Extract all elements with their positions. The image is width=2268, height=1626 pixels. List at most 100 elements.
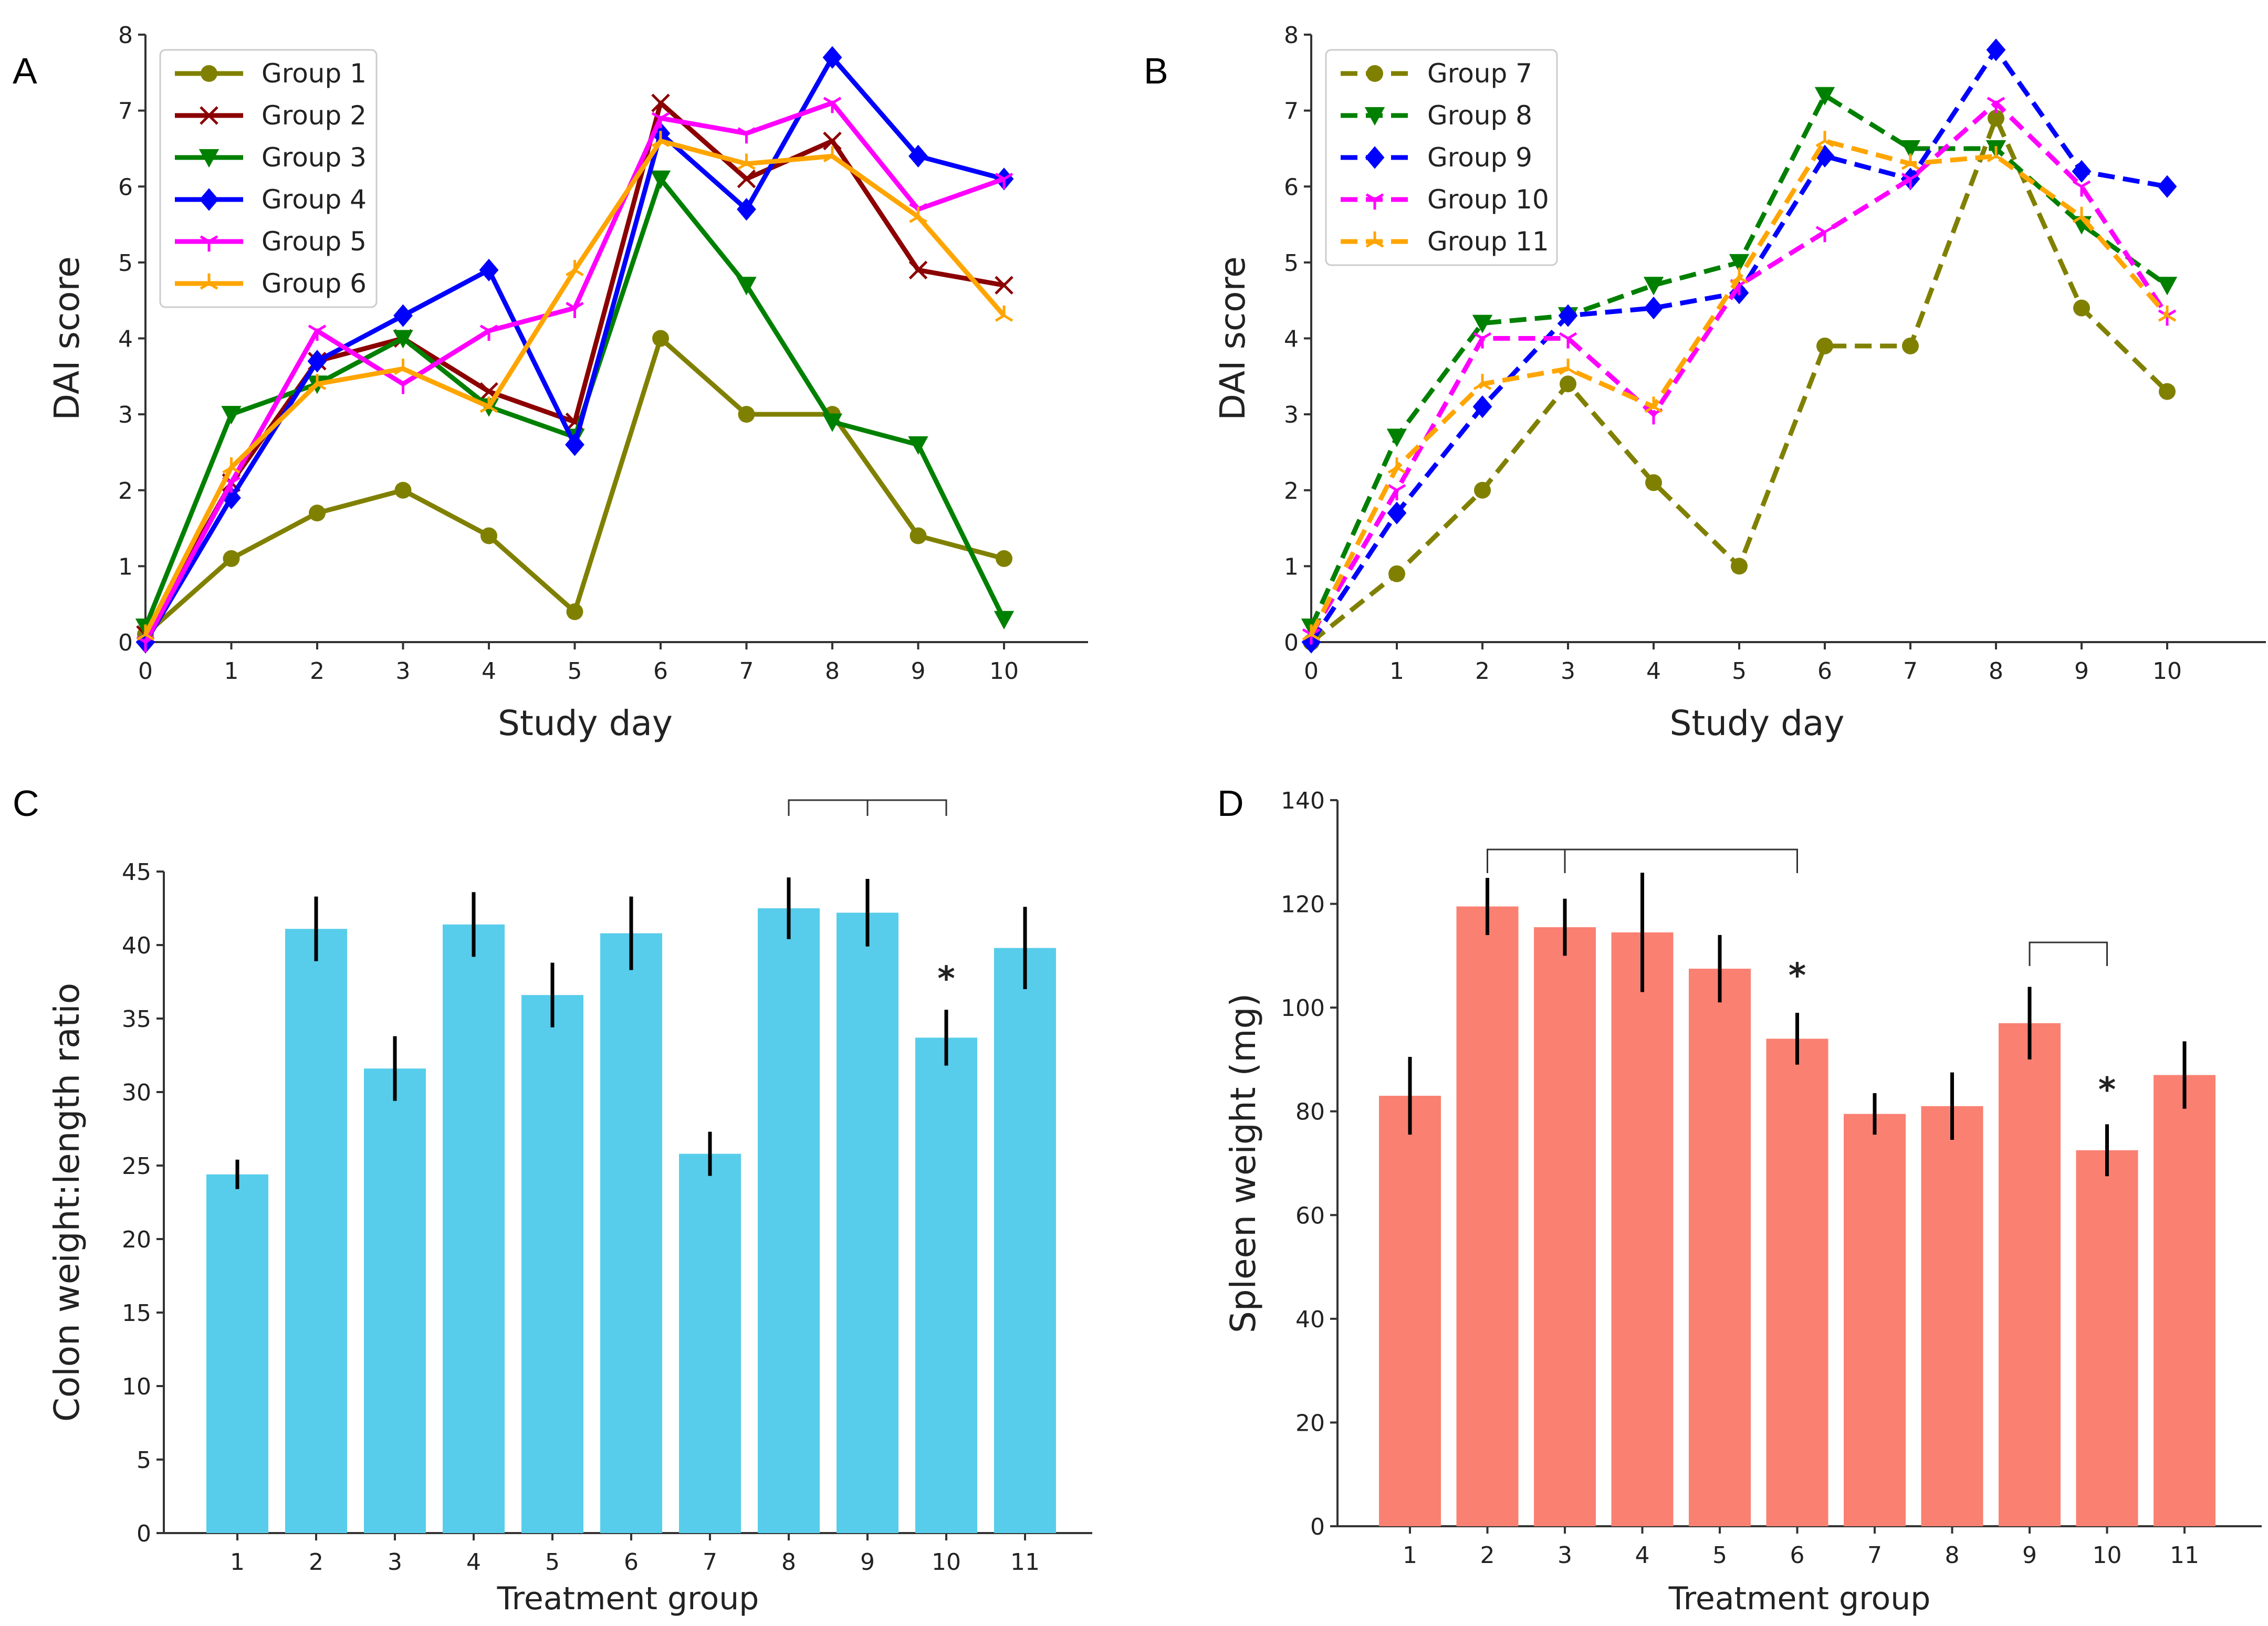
- x-tick-label: 8: [1945, 1542, 1960, 1569]
- x-tick-label: 10: [2152, 658, 2182, 685]
- panel-a-line-chart: 0 1 2 3 4 5 6 7 8 0 1 2 3 4 5 6 7 8 9 10 Study day DAI score G…: [47, 22, 1088, 743]
- y-tick-label: 3: [1284, 402, 1299, 428]
- x-tick-label: 5: [568, 658, 582, 685]
- y-tick-label: 6: [118, 174, 133, 201]
- marker-diamond: [1986, 38, 2006, 61]
- panel-b-line-chart: 0 1 2 3 4 5 6 7 8 0 1 2 3 4 5 6 7 8 9 10 Study day DAI score G…: [1213, 22, 2266, 743]
- marker-circle: [1902, 337, 1919, 354]
- x-tick-label: 10: [932, 1549, 961, 1576]
- marker-tri-up: [136, 624, 155, 641]
- significance-bracket: [2029, 941, 2108, 966]
- x-tick-label: 8: [781, 1549, 796, 1576]
- x-tick-label: 10: [2093, 1542, 2122, 1569]
- marker-circle: [2073, 299, 2090, 317]
- marker-tri-down: [200, 235, 218, 252]
- marker-triangle-down: [1472, 314, 1493, 333]
- y-tick-label: 20: [1295, 1410, 1325, 1436]
- y-tick-label: 8: [1284, 22, 1299, 49]
- y-tick-label: 0: [1284, 630, 1299, 656]
- x-axis-title: Treatment group: [1668, 1580, 1931, 1617]
- x-tick-label: 10: [989, 658, 1019, 685]
- marker-tri-up: [651, 131, 670, 148]
- y-tick-label: 140: [1281, 788, 1325, 814]
- y-tick-label: 4: [118, 326, 133, 353]
- marker-tri-up: [909, 206, 927, 223]
- legend-label: Group 9: [1427, 142, 1532, 173]
- y-tick-label: 0: [1310, 1514, 1325, 1540]
- marker-circle: [996, 550, 1012, 567]
- x-tick-label: 7: [739, 658, 754, 685]
- marker-circle: [1645, 474, 1662, 491]
- bar: [364, 1068, 426, 1533]
- marker-triangle-down: [2157, 277, 2178, 296]
- bar: [2154, 1075, 2215, 1526]
- y-tick-label: 5: [137, 1447, 151, 1474]
- marker-circle: [201, 65, 217, 82]
- x-axis-title: Study day: [1670, 703, 1845, 743]
- marker-triangle-down: [198, 149, 220, 168]
- significance-bracket: [1487, 848, 1798, 873]
- marker-x: [908, 260, 928, 280]
- x-tick-label: 11: [2170, 1542, 2199, 1569]
- y-tick-label: 3: [118, 402, 133, 428]
- marker-x: [200, 106, 218, 125]
- x-tick-label: 3: [1558, 1542, 1572, 1569]
- marker-tri-down: [308, 324, 327, 341]
- x-tick-label: 3: [396, 658, 411, 685]
- x-tick-label: 6: [653, 658, 668, 685]
- marker-tri-up: [737, 153, 756, 170]
- marker-x: [737, 170, 756, 188]
- marker-tri-up: [394, 359, 412, 375]
- x-tick-label: 3: [388, 1549, 402, 1576]
- marker-circle: [652, 330, 669, 347]
- legend-label: Group 5: [262, 226, 367, 257]
- x-tick-label: 8: [1989, 658, 2003, 685]
- x-tick-label: 4: [1646, 658, 1661, 685]
- marker-x: [823, 131, 842, 151]
- y-axis-title: DAI score: [1213, 256, 1253, 421]
- significance-asterisk: *: [1789, 957, 1806, 995]
- marker-tri-up: [479, 396, 498, 413]
- x-tick-label: 1: [224, 658, 239, 685]
- marker-tri-up: [1559, 359, 1577, 375]
- marker-x: [995, 276, 1013, 295]
- y-tick-label: 1: [1284, 553, 1299, 580]
- bar: [1456, 906, 1519, 1526]
- x-tick-label: 9: [2074, 658, 2089, 685]
- y-tick-label: 25: [122, 1153, 151, 1180]
- x-tick-label: 7: [1867, 1542, 1882, 1569]
- marker-tri-down: [995, 173, 1013, 189]
- bar: [994, 948, 1056, 1533]
- marker-diamond: [1644, 297, 1664, 320]
- marker-circle: [394, 481, 412, 499]
- marker-diamond: [1815, 144, 1835, 167]
- x-tick-label: 1: [1389, 658, 1404, 685]
- series-group-5: [136, 97, 1013, 653]
- marker-tri-down: [1815, 226, 1834, 243]
- marker-diamond: [822, 46, 842, 69]
- y-tick-label: 6: [1284, 174, 1299, 201]
- marker-tri-up: [1644, 396, 1663, 413]
- legend-label: Group 6: [262, 268, 367, 299]
- x-tick-label: 6: [1817, 658, 1832, 685]
- bar: [837, 912, 898, 1533]
- marker-triangle-down: [736, 277, 757, 296]
- y-tick-label: 7: [1284, 98, 1299, 125]
- legend-label: Group 11: [1427, 226, 1549, 257]
- bar: [915, 1037, 977, 1533]
- marker-tri-up: [1901, 153, 1920, 170]
- legend-label: Group 8: [1427, 100, 1532, 131]
- marker-triangle-down: [1386, 428, 1407, 447]
- marker-tri-up: [1987, 146, 2005, 163]
- x-axis-title: Study day: [498, 703, 673, 743]
- panel-letter-b: B: [1144, 50, 1168, 91]
- marker-circle: [223, 550, 240, 567]
- marker-circle: [480, 527, 497, 544]
- marker-tri-up: [1473, 374, 1492, 391]
- marker-circle: [566, 603, 583, 621]
- marker-circle: [910, 527, 927, 544]
- marker-diamond: [2157, 175, 2177, 198]
- marker-tri-down: [823, 97, 842, 113]
- x-tick-label: 4: [1635, 1542, 1650, 1569]
